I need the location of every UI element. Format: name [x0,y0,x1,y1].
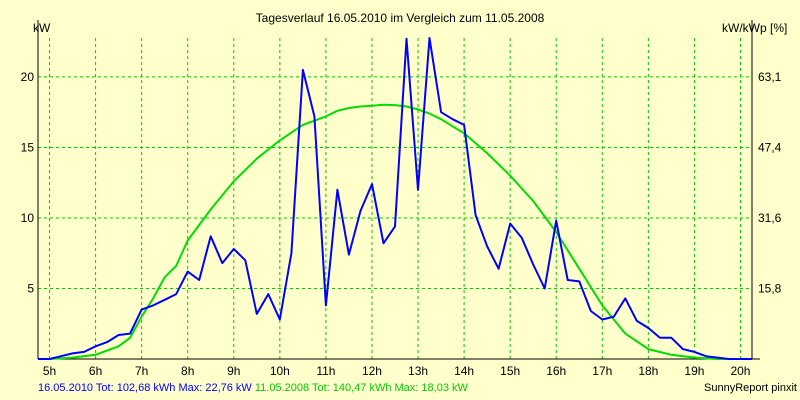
y-tick-label-left: 5 [27,281,34,295]
series-line-16.05.2010 [38,37,752,360]
legend-series-2: 11.05.2008 Tot: 140,47 kWh Max: 18,03 kW [254,382,468,394]
y-tick-label-right: 47,4 [758,140,782,154]
x-tick-label: 5h [43,364,56,378]
x-tick-label: 8h [181,364,194,378]
y-tick-label-right: 15,8 [758,281,782,295]
x-tick-label: 12h [362,364,382,378]
y-axis-ticks-right: 15,8 31,6 47,4 63,1 [758,70,782,296]
source-label: SunnyReport pinxit [704,382,797,394]
y-tick-label-left: 20 [21,70,35,84]
x-tick-label: 6h [89,364,102,378]
plot-frame [37,20,760,360]
x-axis-ticks: 5h 6h 7h 8h 9h 10h 11h 12h 13h 14h 15h 16h 17h 18h 19h… [43,364,751,378]
series-lines [38,37,752,360]
x-tick-label: 10h [270,364,290,378]
y-axis-label-left: kW [33,21,51,35]
x-tick-label: 7h [135,364,148,378]
y-tick-label-right: 31,6 [758,211,782,225]
x-tick-label: 18h [638,364,658,378]
y-axis-label-right: kW/kWp [%] [722,21,787,35]
legend-series-1: 16.05.2010 Tot: 102,68 kWh Max: 22,76 kW [38,382,252,394]
footer-legend: 16.05.2010 Tot: 102,68 kWh Max: 22,76 kW… [38,382,468,394]
x-tick-label: 13h [408,364,428,378]
x-tick-label: 14h [454,364,474,378]
x-tick-label: 11h [316,364,335,378]
x-tick-label: 19h [684,364,704,378]
series-line-11.05.2008 [38,103,752,360]
y-tick-label-left: 10 [21,211,35,225]
chart-title: Tagesverlauf 16.05.2010 im Vergleich zum… [256,11,545,25]
x-tick-label: 15h [500,364,520,378]
y-axis-ticks-left: 5 10 15 20 [21,70,35,296]
y-tick-label-left: 15 [21,140,35,154]
y-tick-label-right: 63,1 [758,70,782,84]
x-tick-label: 9h [227,364,240,378]
x-tick-label: 16h [546,364,566,378]
x-tick-label: 17h [592,364,612,378]
x-tick-label: 20h [730,364,750,378]
